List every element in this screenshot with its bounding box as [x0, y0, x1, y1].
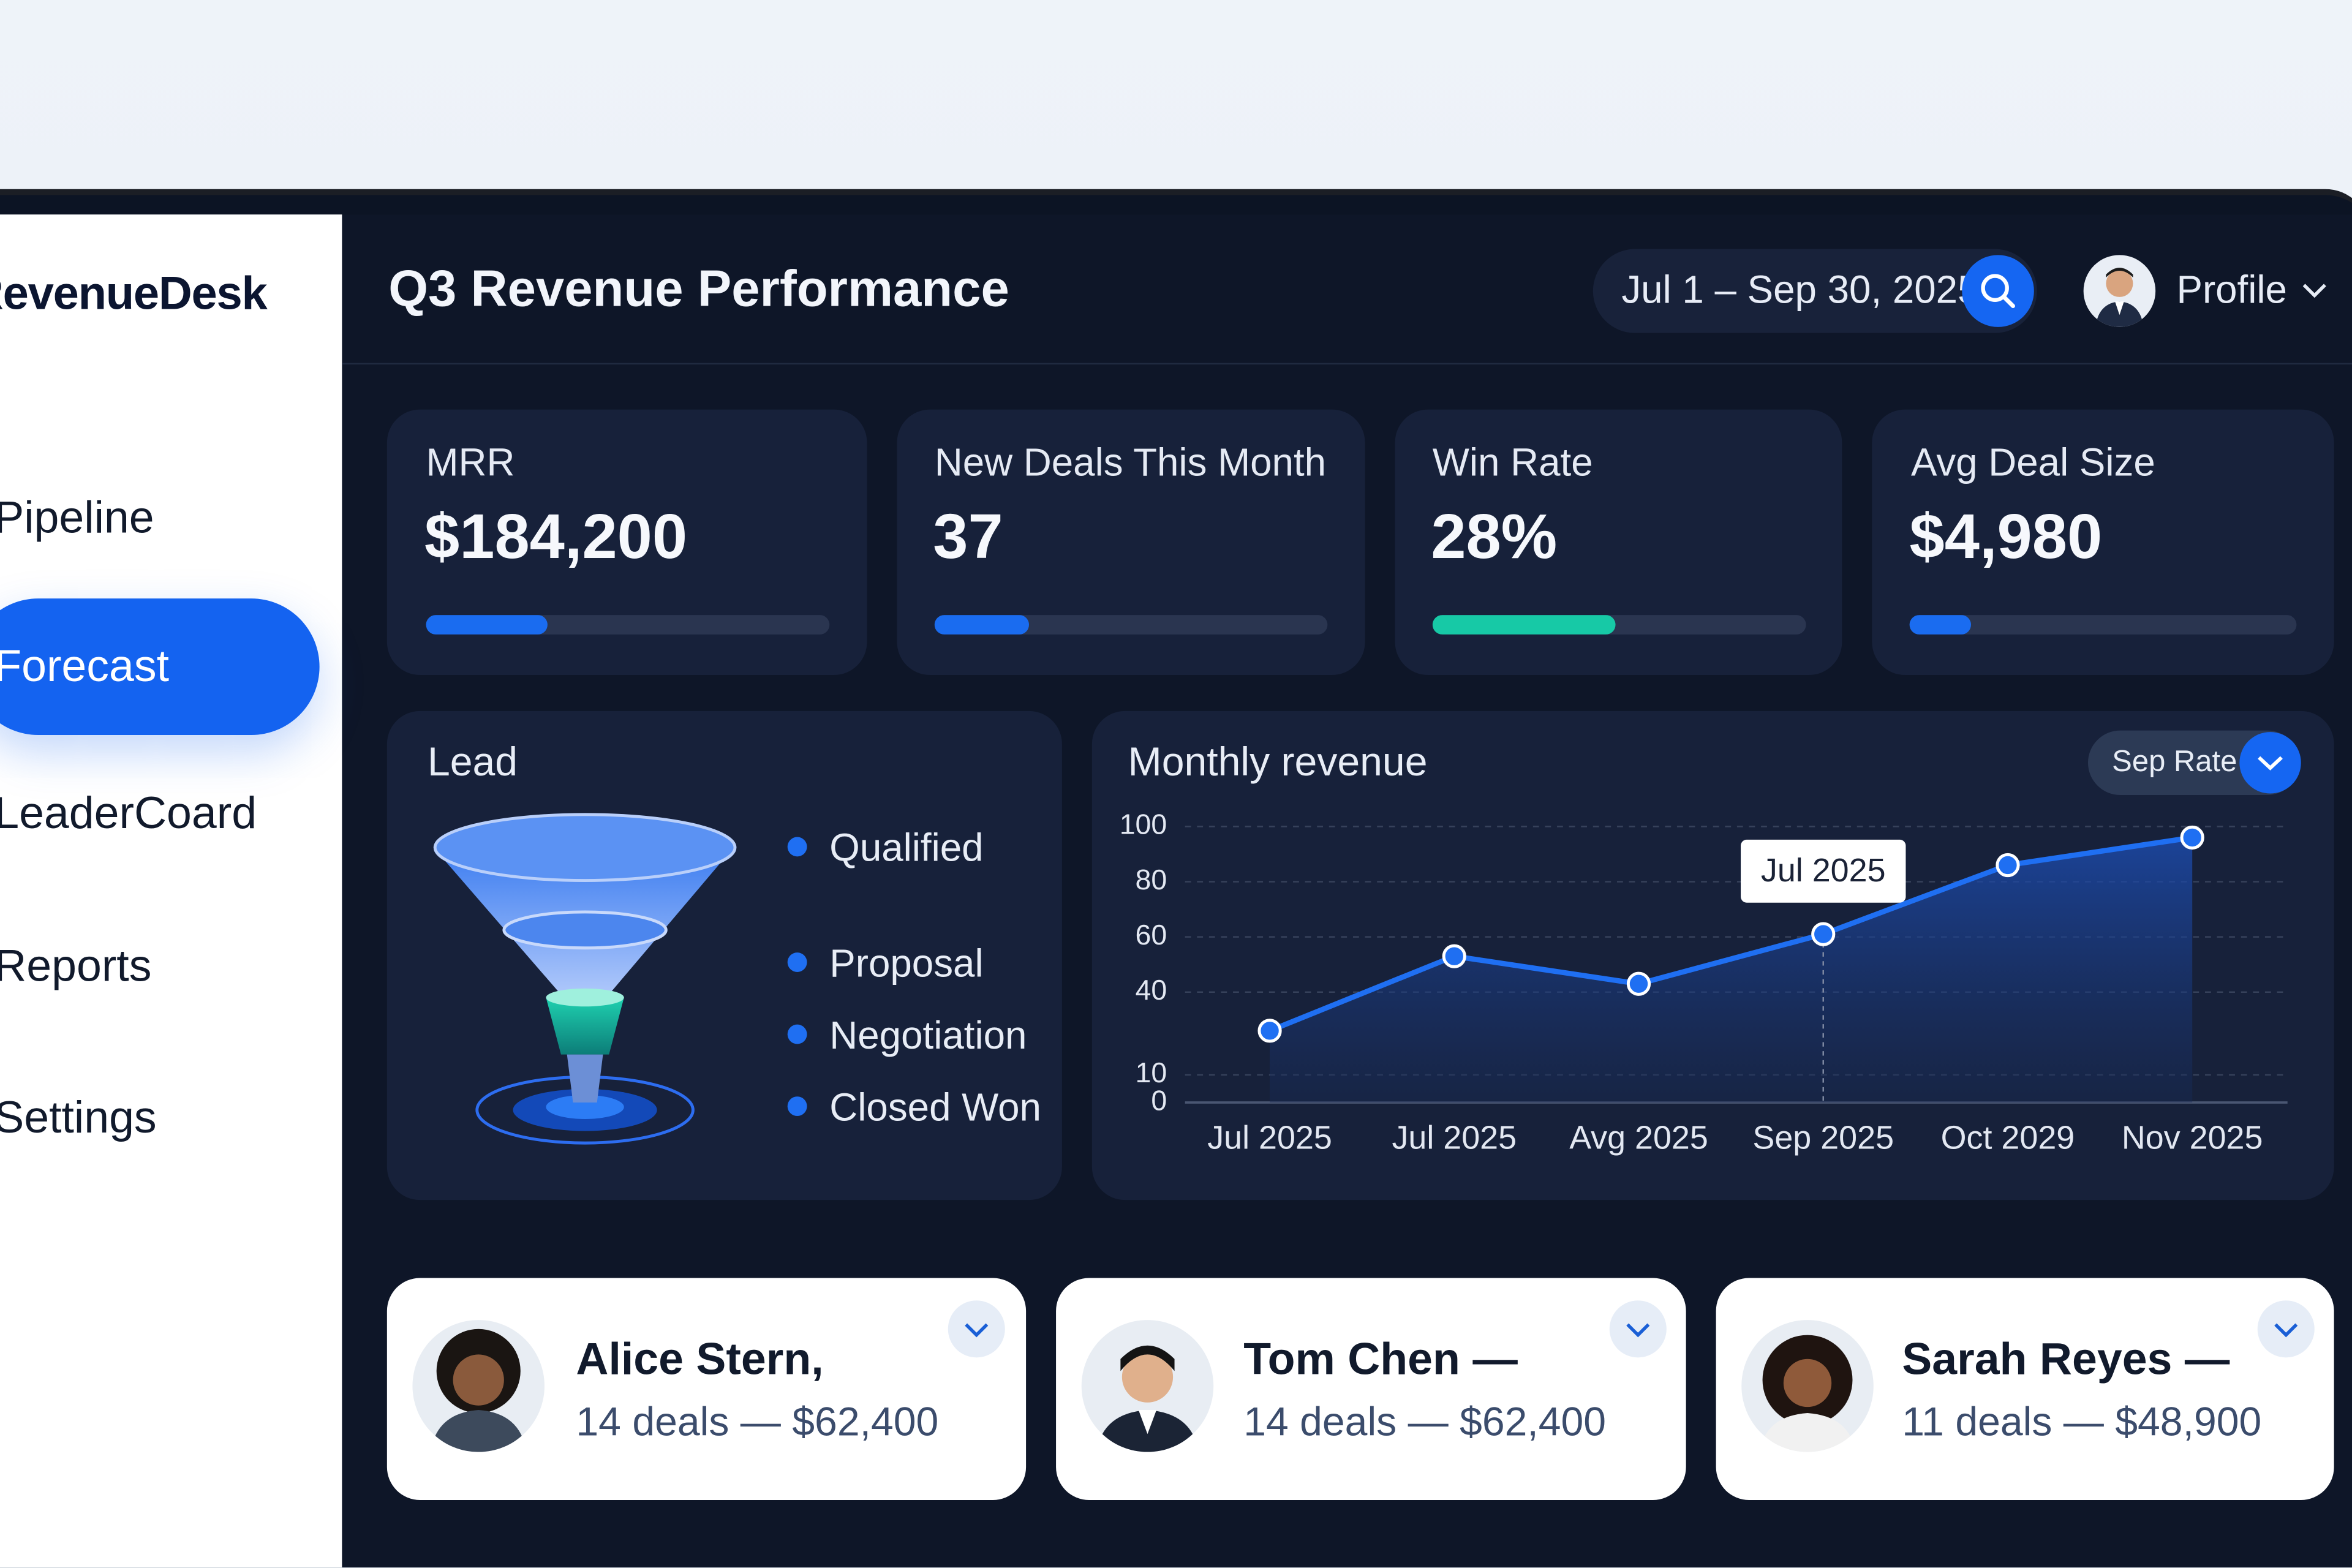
- expand-button[interactable]: [948, 1300, 1005, 1358]
- rep-name: Sarah Reyes —: [1902, 1335, 2230, 1385]
- chevron-icon: [965, 1323, 989, 1338]
- stage-label: Negotiation: [829, 1012, 1027, 1058]
- rep-avatar: [1081, 1320, 1214, 1452]
- expand-button[interactable]: [2257, 1300, 2315, 1358]
- stage-dot: [787, 952, 807, 972]
- line: [1268, 835, 2193, 1033]
- kpi-value: 37: [933, 500, 1003, 572]
- kpi-label: MRR: [426, 439, 515, 485]
- tooltip-box: [1741, 839, 1906, 903]
- profile-label[interactable]: Profile: [2176, 266, 2287, 312]
- y-tick-label: 40: [1136, 974, 1167, 1006]
- expand-button[interactable]: [1609, 1300, 1667, 1358]
- rep-name: Alice Stern,: [576, 1335, 824, 1385]
- rep-name: Tom Chen —: [1243, 1335, 1518, 1385]
- funnel-card: [386, 710, 1062, 1200]
- nav-item[interactable]: Forecast: [0, 642, 170, 692]
- progress-track: [1909, 615, 2297, 635]
- progress-track: [426, 615, 830, 635]
- nav-item[interactable]: Reports: [0, 941, 152, 992]
- progress-track: [934, 615, 1328, 635]
- brand: RevenueDesk: [0, 266, 268, 320]
- point: [1811, 922, 1836, 946]
- rep-stats: 14 deals — $62,400: [1243, 1399, 1607, 1445]
- x-tick-label: Jul 2025: [1392, 1119, 1517, 1156]
- profile-chevron[interactable]: [2299, 279, 2329, 303]
- tooltip-label: Jul 2025: [1761, 852, 1886, 889]
- avatar-art: [2095, 268, 2144, 327]
- progress-bar: [1909, 615, 1972, 635]
- stage-dot: [787, 1024, 807, 1044]
- chevron-icon: [2274, 1323, 2298, 1338]
- stage-label: Closed Won: [829, 1084, 1041, 1130]
- rep-stats: 14 deals — $62,400: [576, 1399, 939, 1445]
- progress-track: [1432, 615, 1806, 635]
- stage-label: Proposal: [829, 940, 984, 986]
- point: [1442, 944, 1466, 968]
- progress-bar: [426, 615, 548, 635]
- stage-label: Qualified: [829, 824, 984, 870]
- y-tick-label: 60: [1136, 919, 1167, 951]
- rep-stats: 11 deals — $48,900: [1902, 1399, 2262, 1445]
- kpi-value: 28%: [1431, 500, 1558, 572]
- kpi-value: $184,200: [424, 500, 688, 572]
- x-tick-label: Oct 2029: [1941, 1119, 2075, 1156]
- chart-control-button[interactable]: [2239, 732, 2301, 794]
- point: [1996, 853, 2020, 878]
- y-tick-label: 10: [1136, 1057, 1167, 1088]
- chevron-icon: [2258, 756, 2283, 771]
- nav-item[interactable]: Settings: [0, 1093, 157, 1144]
- point: [2180, 825, 2204, 850]
- point: [1257, 1019, 1282, 1043]
- kpi-value: $4,980: [1909, 500, 2103, 572]
- chart-control-label[interactable]: Sep Rate: [2112, 745, 2237, 779]
- funnel-graphic: [433, 813, 737, 1145]
- search-icon: [1981, 274, 2015, 309]
- progress-bar: [1432, 615, 1616, 635]
- sidebar: [0, 214, 342, 1568]
- chevron-icon: [1626, 1323, 1650, 1338]
- x-tick-label: Nov 2025: [2122, 1119, 2263, 1156]
- nav-item[interactable]: LeaderCoard: [0, 789, 257, 839]
- page-title: Q3 Revenue Performance: [388, 261, 1009, 318]
- x-tick-label: Avg 2025: [1569, 1119, 1708, 1156]
- nav-item[interactable]: Pipeline: [0, 493, 154, 543]
- stage-dot: [787, 1096, 807, 1117]
- avatar-art: [430, 1329, 527, 1452]
- progress-bar: [934, 615, 1029, 635]
- rep-avatar: [1741, 1320, 1874, 1452]
- search-button[interactable]: [1962, 255, 2034, 327]
- header-divider: [342, 363, 2352, 365]
- point: [1626, 971, 1651, 996]
- area: [1270, 837, 2193, 1103]
- rep-avatar: [412, 1320, 545, 1452]
- avatar-art: [1096, 1345, 1199, 1452]
- y-tick-label: 0: [1151, 1084, 1167, 1116]
- x-tick-label: Jul 2025: [1207, 1119, 1332, 1156]
- kpi-label: New Deals This Month: [934, 439, 1327, 485]
- avatar-art: [1759, 1335, 1856, 1452]
- kpi-label: Avg Deal Size: [1911, 439, 2155, 485]
- active-nav-pill: [0, 598, 320, 736]
- y-tick-label: 100: [1120, 809, 1167, 840]
- x-tick-label: Sep 2025: [1752, 1119, 1894, 1156]
- profile-avatar[interactable]: [2083, 255, 2156, 327]
- stage-dot: [787, 837, 807, 857]
- y-tick-label: 80: [1136, 864, 1167, 895]
- kpi-label: Win Rate: [1432, 439, 1593, 485]
- date-range[interactable]: Jul 1 – Sep 30, 2025: [1621, 266, 1980, 312]
- chart-title: Monthly revenue: [1128, 739, 1428, 785]
- funnel-title: Lead: [427, 739, 518, 785]
